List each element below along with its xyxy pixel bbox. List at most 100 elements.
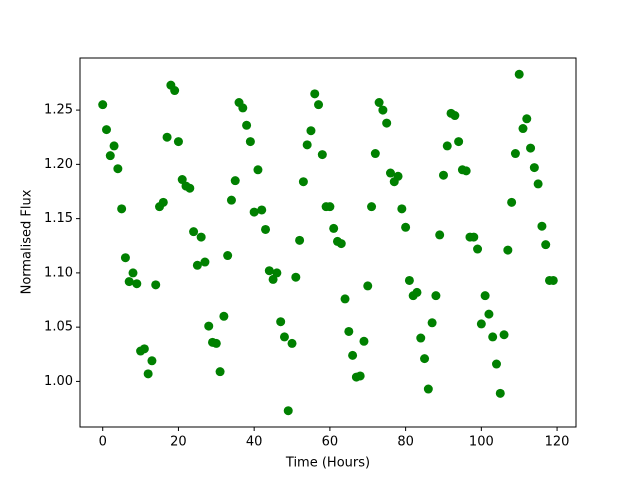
data-point: [416, 333, 426, 343]
data-point: [276, 317, 286, 327]
data-point: [404, 275, 414, 285]
data-point: [264, 266, 274, 276]
data-point: [503, 245, 513, 255]
x-tick-label: 40: [246, 435, 263, 450]
data-point: [257, 205, 267, 215]
data-point: [488, 332, 498, 342]
data-point: [124, 277, 134, 287]
x-tick-label: 0: [99, 435, 107, 450]
data-point: [359, 336, 369, 346]
data-point: [105, 151, 115, 161]
data-point: [355, 371, 365, 381]
data-point: [287, 338, 297, 348]
data-point: [473, 244, 483, 254]
data-point: [245, 137, 255, 147]
data-point: [499, 330, 509, 340]
data-point: [143, 369, 153, 379]
data-point: [177, 175, 187, 185]
x-tick-label: 100: [469, 435, 494, 450]
data-point: [442, 141, 452, 151]
data-point: [310, 89, 320, 99]
data-point: [314, 100, 324, 110]
data-point: [348, 350, 358, 360]
x-tick-label: 60: [322, 435, 339, 450]
data-point: [484, 309, 494, 319]
x-tick-label: 80: [397, 435, 414, 450]
data-point: [170, 86, 180, 96]
data-point: [223, 251, 233, 261]
data-point: [438, 170, 448, 180]
data-point: [109, 141, 119, 151]
data-point: [491, 359, 501, 369]
data-point: [370, 149, 380, 159]
data-point: [363, 281, 373, 291]
data-point: [128, 268, 138, 278]
data-point: [173, 137, 183, 147]
data-point: [393, 171, 403, 181]
data-point: [117, 204, 127, 214]
data-point: [196, 232, 206, 242]
data-point: [533, 179, 543, 189]
data-point: [261, 224, 271, 234]
data-point: [215, 367, 225, 377]
data-point: [102, 125, 112, 135]
y-tick-label: 1.10: [44, 265, 73, 280]
data-point: [495, 388, 505, 398]
data-point: [340, 294, 350, 304]
data-point: [336, 239, 346, 249]
x-tick-label: 20: [170, 435, 187, 450]
data-point: [435, 230, 445, 240]
data-point: [469, 232, 479, 242]
data-point: [522, 114, 532, 124]
data-point: [132, 279, 142, 289]
data-point: [238, 103, 248, 113]
data-point: [412, 287, 422, 297]
data-point: [279, 332, 289, 342]
data-point: [382, 118, 392, 128]
data-point: [378, 105, 388, 115]
data-point: [526, 143, 536, 153]
data-point: [295, 235, 305, 245]
data-point: [189, 227, 199, 237]
data-point: [204, 321, 214, 331]
data-point: [98, 100, 108, 110]
y-tick-label: 1.05: [44, 320, 73, 335]
data-point: [306, 126, 316, 136]
y-tick-label: 1.20: [44, 157, 73, 172]
data-point: [317, 150, 327, 160]
data-point: [344, 326, 354, 336]
data-point: [200, 257, 210, 267]
data-point: [147, 356, 157, 366]
data-point: [249, 207, 259, 217]
y-axis-label: Normalised Flux: [20, 189, 35, 294]
data-point: [423, 384, 433, 394]
data-point: [397, 204, 407, 214]
data-point: [302, 140, 312, 150]
data-point: [420, 354, 430, 364]
data-point: [139, 344, 149, 354]
data-point: [510, 149, 520, 159]
data-point: [514, 69, 524, 79]
x-tick-label: 120: [545, 435, 570, 450]
y-tick-label: 1.15: [44, 211, 73, 226]
data-point: [450, 111, 460, 121]
data-point: [367, 202, 377, 212]
data-point: [325, 202, 335, 212]
data-point: [230, 176, 240, 186]
data-point: [454, 137, 464, 147]
data-point: [242, 120, 252, 130]
data-point: [268, 274, 278, 284]
data-point: [427, 318, 437, 328]
data-point: [480, 291, 490, 301]
data-point: [283, 406, 293, 416]
data-point: [162, 132, 172, 142]
data-point: [385, 168, 395, 178]
x-axis-label: Time (Hours): [285, 456, 370, 471]
data-point: [329, 223, 339, 233]
data-point: [537, 221, 547, 231]
data-point: [529, 163, 539, 173]
data-point: [461, 166, 471, 176]
data-point: [401, 222, 411, 232]
data-point: [253, 165, 263, 175]
